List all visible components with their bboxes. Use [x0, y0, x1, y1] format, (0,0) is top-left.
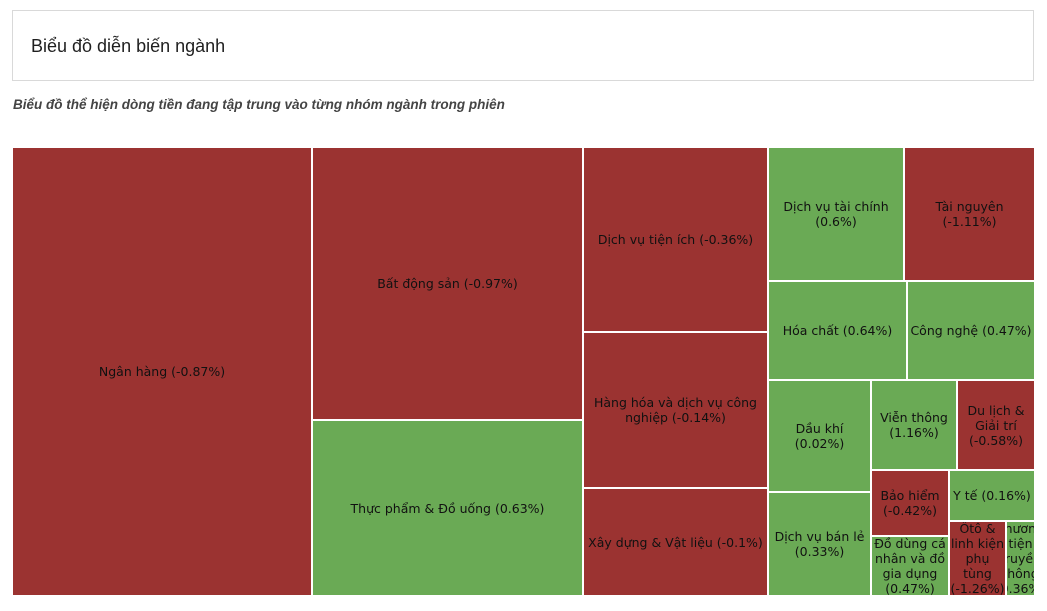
treemap-tile-label: Bảo hiểm (-0.42%)	[880, 488, 940, 518]
treemap-tile-label: Hàng hóa và dịch vụ công nghiệp (-0.14%)	[594, 395, 757, 425]
treemap-tile-label: Đồ dùng cá nhân và đồ gia dụng (0.47%)	[874, 536, 946, 596]
treemap-tile-label: Dịch vụ bán lẻ (0.33%)	[774, 529, 865, 559]
treemap-tile-label: Hóa chất (0.64%)	[782, 323, 893, 338]
treemap-tile-xay-dung-vat-lieu[interactable]: Xây dựng & Vật liệu (-0.1%)	[583, 488, 768, 596]
treemap-tile-label: Ngân hàng (-0.87%)	[98, 364, 226, 379]
treemap-tile-label: Ôtô & linh kiện phụ tùng (-1.26%)	[950, 521, 1005, 596]
treemap-tile-thuc-pham-do-uong[interactable]: Thực phẩm & Đồ uống (0.63%)	[312, 420, 583, 596]
treemap-tile-label: Dịch vụ tiện ích (-0.36%)	[597, 232, 754, 247]
page-title: Biểu đồ diễn biến ngành	[31, 36, 226, 56]
treemap-tile-ngan-hang[interactable]: Ngân hàng (-0.87%)	[12, 147, 312, 596]
chart-header: Biểu đồ diễn biến ngành	[12, 10, 1034, 81]
treemap-tile-label: Bất động sản (-0.97%)	[377, 276, 518, 291]
treemap-tile-label: Viễn thông (1.16%)	[880, 410, 948, 440]
treemap-tile-label: Thực phẩm & Đồ uống (0.63%)	[350, 500, 545, 516]
chart-subtitle: Biểu đồ thể hiện dòng tiền đang tập trun…	[13, 97, 505, 112]
treemap-tile-vien-thong[interactable]: Viễn thông (1.16%)	[871, 380, 957, 470]
treemap-tile-label: Y tế (0.16%)	[953, 488, 1031, 503]
treemap-tile-tai-nguyen[interactable]: Tài nguyên (-1.11%)	[904, 147, 1035, 281]
treemap-tile-label: Du lịch & Giải trí (-0.58%)	[967, 402, 1025, 448]
treemap-tile-dau-khi[interactable]: Dầu khí (0.02%)	[768, 380, 871, 492]
treemap-tile-label: Dịch vụ tài chính (0.6%)	[783, 199, 889, 229]
treemap-tile-dich-vu-ban-le[interactable]: Dịch vụ bán lẻ (0.33%)	[768, 492, 871, 596]
treemap-tile-bat-dong-san[interactable]: Bất động sản (-0.97%)	[312, 147, 583, 420]
treemap-tile-phuong-tien-truyen-thong[interactable]: Phương tiện truyền thông (0.36%)	[1006, 521, 1035, 596]
treemap-tile-du-lich-giai-tri[interactable]: Du lịch & Giải trí (-0.58%)	[957, 380, 1035, 470]
treemap-tile-oto-linh-kien-phu-tung[interactable]: Ôtô & linh kiện phụ tùng (-1.26%)	[949, 521, 1006, 596]
treemap-tile-do-dung-ca-nhan-va-do-gia-dung[interactable]: Đồ dùng cá nhân và đồ gia dụng (0.47%)	[871, 536, 949, 596]
treemap-tile-cong-nghe[interactable]: Công nghệ (0.47%)	[907, 281, 1035, 380]
treemap-tile-y-te[interactable]: Y tế (0.16%)	[949, 470, 1035, 521]
sector-treemap: Ngân hàng (-0.87%) Bất động sản (-0.97%) T…	[12, 147, 1035, 596]
treemap-tile-label: Xây dựng & Vật liệu (-0.1%)	[588, 534, 763, 550]
treemap-tile-label: Tài nguyên (-1.11%)	[935, 199, 1004, 229]
treemap-tile-label: Công nghệ (0.47%)	[910, 323, 1032, 338]
treemap-tile-label: Phương tiện truyền thông (0.36%)	[1006, 521, 1034, 596]
treemap-tile-hang-hoa-va-dich-vu-cong-nghiep[interactable]: Hàng hóa và dịch vụ công nghiệp (-0.14%)	[583, 332, 768, 488]
treemap-tile-dich-vu-tien-ich[interactable]: Dịch vụ tiện ích (-0.36%)	[583, 147, 768, 332]
treemap-tile-dich-vu-tai-chinh[interactable]: Dịch vụ tài chính (0.6%)	[768, 147, 904, 281]
treemap-tile-bao-hiem[interactable]: Bảo hiểm (-0.42%)	[871, 470, 949, 536]
treemap-tile-label: Dầu khí (0.02%)	[794, 421, 845, 451]
treemap-tile-hoa-chat[interactable]: Hóa chất (0.64%)	[768, 281, 907, 380]
